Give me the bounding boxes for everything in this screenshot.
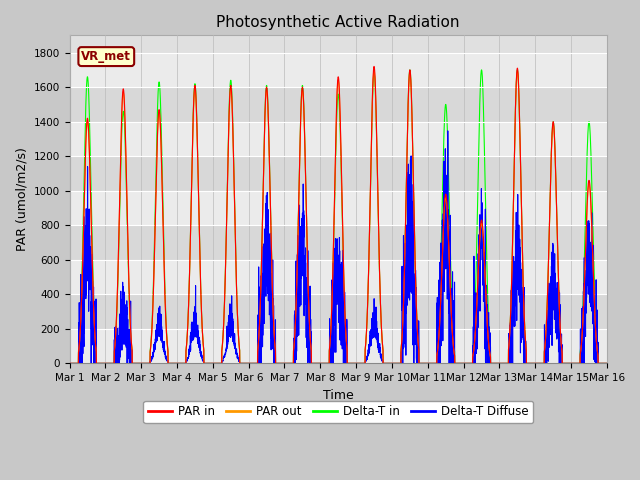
PAR out bbox=[163, 323, 170, 329]
Delta-T Diffuse bbox=[318, 360, 326, 366]
Delta-T Diffuse bbox=[163, 353, 170, 359]
Bar bbox=[70, 225, 607, 260]
PAR in bbox=[370, 63, 378, 69]
Bar bbox=[70, 260, 607, 294]
Line: PAR out: PAR out bbox=[70, 70, 607, 363]
Delta-T in bbox=[163, 319, 170, 324]
X-axis label: Time: Time bbox=[323, 389, 354, 402]
PAR out bbox=[370, 67, 378, 73]
Delta-T in bbox=[429, 360, 436, 366]
Legend: PAR in, PAR out, Delta-T in, Delta-T Diffuse: PAR in, PAR out, Delta-T in, Delta-T Dif… bbox=[143, 401, 533, 423]
Bar bbox=[70, 53, 607, 87]
Bar bbox=[70, 294, 607, 329]
PAR in bbox=[459, 360, 467, 366]
Delta-T in bbox=[489, 360, 497, 366]
Line: Delta-T in: Delta-T in bbox=[70, 70, 607, 363]
PAR in bbox=[66, 360, 74, 366]
Bar bbox=[70, 329, 607, 363]
PAR out bbox=[318, 360, 326, 366]
PAR in bbox=[603, 360, 611, 366]
Delta-T in bbox=[513, 67, 521, 73]
Line: Delta-T Diffuse: Delta-T Diffuse bbox=[70, 131, 607, 363]
PAR out bbox=[66, 360, 74, 366]
Delta-T in bbox=[66, 360, 74, 366]
Bar bbox=[70, 156, 607, 191]
Delta-T in bbox=[459, 360, 467, 366]
Y-axis label: PAR (umol/m2/s): PAR (umol/m2/s) bbox=[15, 147, 28, 252]
Delta-T in bbox=[318, 360, 326, 366]
PAR out bbox=[602, 360, 610, 366]
Delta-T Diffuse bbox=[602, 360, 610, 366]
Bar bbox=[70, 121, 607, 156]
Title: Photosynthetic Active Radiation: Photosynthetic Active Radiation bbox=[216, 15, 460, 30]
Delta-T in bbox=[602, 360, 610, 366]
PAR out bbox=[429, 360, 436, 366]
Delta-T in bbox=[603, 360, 611, 366]
Delta-T Diffuse bbox=[459, 360, 467, 366]
Delta-T Diffuse bbox=[489, 360, 497, 366]
Text: VR_met: VR_met bbox=[81, 50, 131, 63]
PAR in bbox=[318, 360, 326, 366]
PAR out bbox=[603, 360, 611, 366]
PAR in bbox=[602, 360, 610, 366]
PAR in bbox=[429, 360, 436, 366]
Line: PAR in: PAR in bbox=[70, 66, 607, 363]
Delta-T Diffuse bbox=[444, 128, 452, 134]
Bar bbox=[70, 191, 607, 225]
Delta-T Diffuse bbox=[429, 360, 436, 366]
PAR out bbox=[459, 360, 467, 366]
Delta-T Diffuse bbox=[603, 360, 611, 366]
Bar bbox=[70, 87, 607, 121]
PAR in bbox=[163, 323, 170, 328]
Delta-T Diffuse bbox=[66, 360, 74, 366]
PAR in bbox=[489, 360, 497, 366]
PAR out bbox=[489, 360, 497, 366]
